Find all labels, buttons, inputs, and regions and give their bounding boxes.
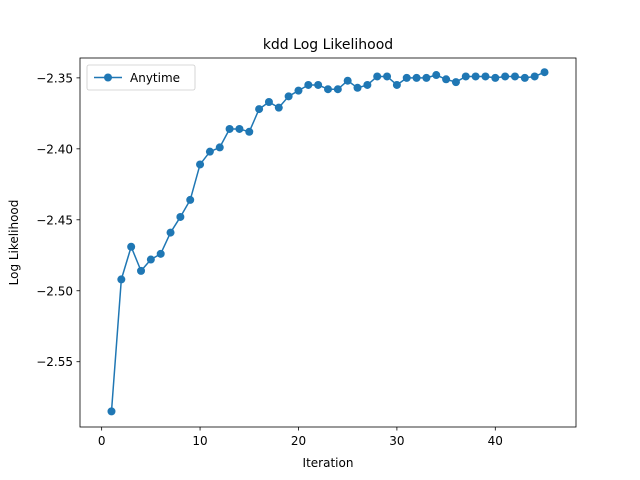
data-point-0-36 [461, 72, 470, 81]
data-point-0-7 [176, 212, 185, 221]
data-point-0-20 [304, 80, 313, 89]
data-point-0-27 [373, 72, 382, 81]
data-point-0-11 [215, 143, 224, 152]
data-point-0-29 [392, 80, 401, 89]
data-point-0-37 [471, 72, 480, 81]
legend-box [86, 64, 196, 91]
legend-marker-anytime [104, 73, 112, 82]
data-point-0-23 [333, 85, 342, 94]
data-point-0-3 [137, 266, 146, 275]
y-tick-label-3: −2.40 [36, 142, 73, 156]
plot-area [79, 57, 577, 428]
data-point-0-15 [255, 105, 264, 114]
data-point-0-16 [264, 98, 273, 106]
data-point-0-17 [274, 103, 283, 112]
data-point-0-32 [422, 73, 431, 82]
data-point-0-1 [117, 275, 126, 284]
data-point-0-31 [412, 73, 421, 82]
data-point-0-6 [166, 228, 175, 237]
y-axis: −2.55 −2.50 −2.45 −2.40 −2.35 [36, 71, 80, 369]
chart-title: kdd Log Likelihood [263, 37, 393, 53]
legend-label-anytime: Anytime [130, 71, 180, 85]
data-point-0-41 [510, 72, 519, 81]
y-axis-label: Log Likelihood [7, 200, 21, 286]
x-tick-label-0: 0 [98, 434, 106, 448]
x-tick-label-3: 30 [389, 434, 404, 448]
data-point-0-28 [383, 72, 392, 81]
y-tick-label-1: −2.50 [36, 284, 73, 298]
data-point-0-9 [196, 160, 205, 169]
data-point-0-4 [146, 255, 155, 264]
x-tick-label-4: 40 [488, 434, 503, 448]
plot-background [80, 58, 576, 427]
data-point-0-8 [186, 195, 195, 204]
data-point-0-21 [314, 80, 323, 89]
data-point-0-30 [402, 73, 411, 82]
legend: Anytime [86, 64, 196, 91]
x-axis-label: Iteration [303, 456, 354, 470]
data-point-0-0 [107, 407, 116, 416]
data-point-0-5 [156, 249, 165, 258]
data-point-0-40 [501, 72, 510, 81]
data-point-0-14 [245, 127, 254, 136]
data-point-0-10 [205, 147, 214, 156]
data-point-0-13 [235, 124, 244, 133]
data-point-0-22 [324, 85, 332, 94]
data-point-0-43 [530, 72, 539, 81]
y-tick-label-4: −2.35 [36, 71, 73, 85]
data-point-0-26 [363, 80, 372, 89]
data-point-0-2 [127, 242, 136, 251]
x-axis: 0 10 20 30 40 [98, 427, 503, 448]
data-point-0-18 [284, 92, 293, 101]
data-point-0-12 [225, 124, 234, 133]
data-point-0-33 [432, 71, 441, 80]
data-point-0-19 [294, 86, 303, 95]
series-layer [107, 68, 549, 416]
data-point-0-39 [491, 73, 500, 82]
y-tick-label-2: −2.45 [36, 213, 73, 227]
data-point-0-38 [481, 72, 490, 81]
y-tick-label-0: −2.55 [36, 355, 73, 369]
plot-frame [79, 57, 577, 428]
data-point-0-34 [442, 75, 451, 84]
data-point-0-44 [540, 68, 549, 77]
x-tick-label-1: 10 [192, 434, 207, 448]
data-point-0-24 [343, 76, 352, 85]
data-point-0-42 [520, 73, 529, 82]
data-point-0-25 [353, 83, 362, 92]
x-tick-label-2: 20 [291, 434, 306, 448]
data-point-0-35 [451, 78, 460, 87]
